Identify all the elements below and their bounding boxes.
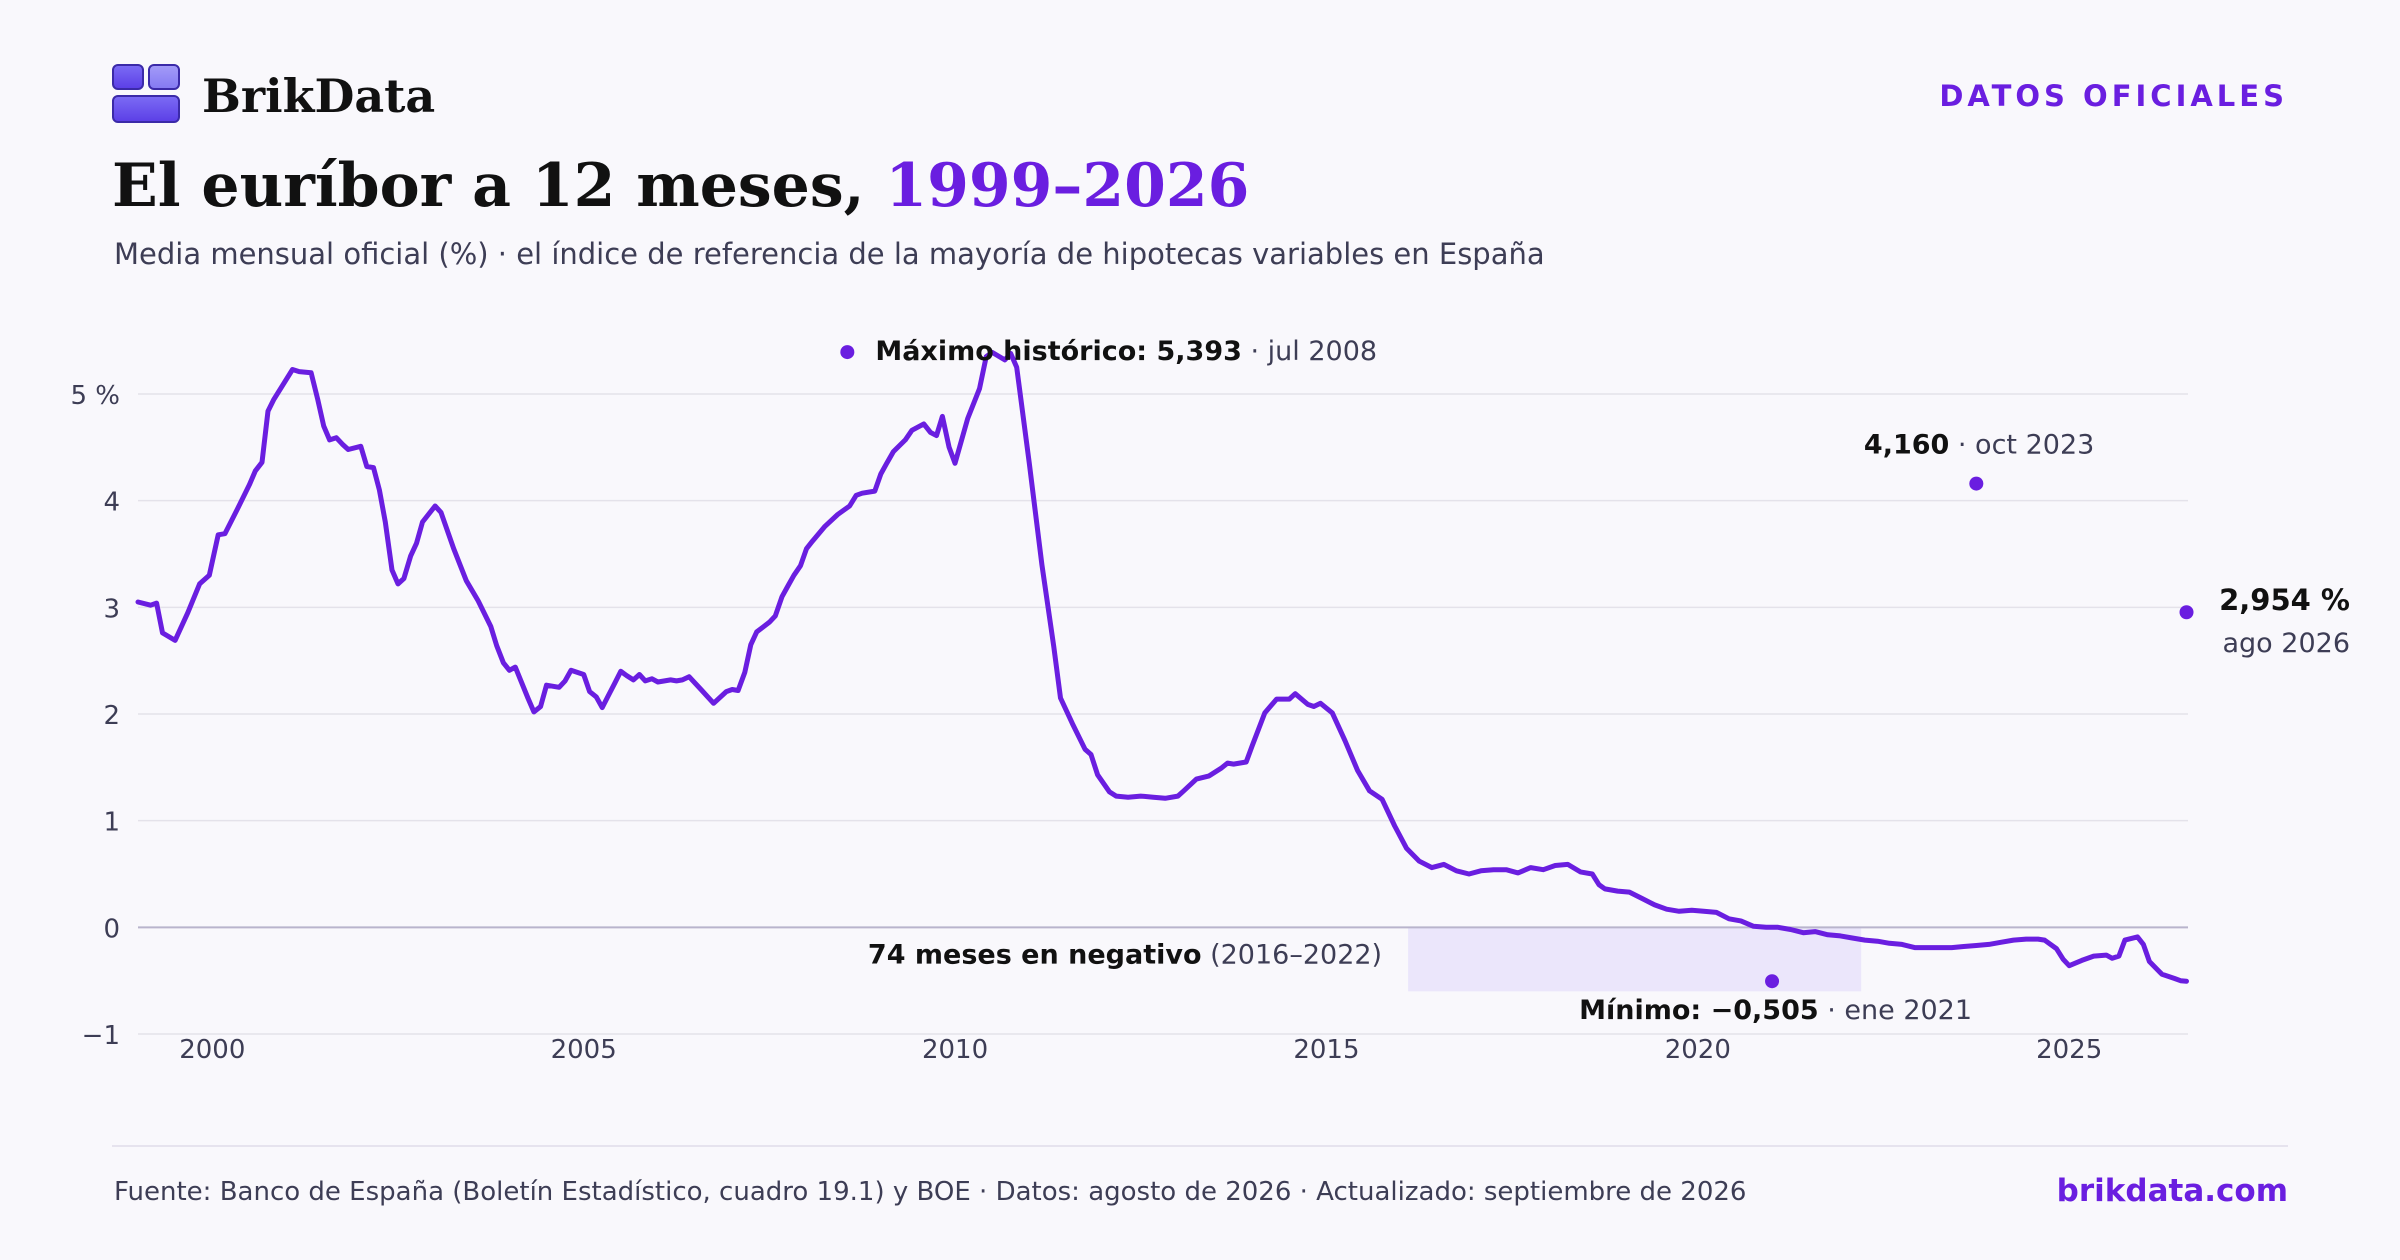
site-link[interactable]: brikdata.com xyxy=(2056,1173,2288,1209)
x-tick-label: 2020 xyxy=(1665,1035,1731,1065)
annotation-layer: Máximo histórico: 5,393 · jul 2008 4,160 … xyxy=(840,336,2350,1026)
x-tick-label: 2015 xyxy=(1293,1035,1359,1065)
title-accent: 1999–2026 xyxy=(885,151,1250,221)
y-tick-label: 2 xyxy=(103,701,120,731)
y-tick-label: 0 xyxy=(103,914,120,944)
series-layer xyxy=(135,349,2189,984)
euribor-series-line xyxy=(135,349,2189,984)
oct2023-marker xyxy=(1969,476,1984,491)
y-tick-label: 5 % xyxy=(70,381,120,411)
footer-divider xyxy=(112,1145,2288,1147)
negative-band-layer xyxy=(1408,927,1862,992)
negative-annotation: 74 meses en negativo (2016–2022) xyxy=(868,939,1382,970)
min-marker xyxy=(1765,974,1780,989)
negative-period-band xyxy=(1408,927,1862,992)
title-main: El euríbor a 12 meses, xyxy=(112,151,865,221)
euribor-line-chart: 5 % 4 3 2 1 0 −1 2000 2005 2010 2015 2020 2025 Máxi… xyxy=(70,336,2350,1065)
x-tick-label: 2025 xyxy=(2036,1035,2102,1065)
y-axis-labels: 5 % 4 3 2 1 0 −1 xyxy=(70,381,120,1051)
x-axis-labels: 2000 2005 2010 2015 2020 2025 xyxy=(179,1035,2102,1065)
max-marker xyxy=(840,345,855,360)
y-tick-label: 1 xyxy=(103,808,120,838)
grid-layer xyxy=(138,393,2188,1035)
header: BrikData DATOS OFICIALES xyxy=(112,64,2288,134)
brikdata-blocks-logo-icon xyxy=(112,64,180,123)
official-data-tag: DATOS OFICIALES xyxy=(1939,79,2288,113)
last-value-annotation: 2,954 % xyxy=(2219,583,2350,617)
y-tick-label: 4 xyxy=(103,488,120,518)
max-annotation: Máximo histórico: 5,393 · jul 2008 xyxy=(875,336,1377,367)
source-note: Fuente: Banco de España (Boletín Estadís… xyxy=(114,1177,1747,1207)
page-title: El euríbor a 12 meses, 1999–2026 xyxy=(112,146,1249,226)
last-date-annotation: ago 2026 xyxy=(2223,628,2351,659)
min-annotation: Mínimo: −0,505 · ene 2021 xyxy=(1579,995,1972,1026)
x-tick-label: 2000 xyxy=(179,1035,245,1065)
y-tick-label: 3 xyxy=(103,594,120,624)
brand-name: BrikData xyxy=(202,69,436,123)
x-tick-label: 2005 xyxy=(551,1035,617,1065)
page-subtitle: Media mensual oficial (%) · el índice de… xyxy=(114,237,1545,271)
y-tick-label: −1 xyxy=(82,1021,120,1051)
x-tick-label: 2010 xyxy=(922,1035,988,1065)
last-marker xyxy=(2179,605,2194,620)
oct2023-annotation: 4,160 · oct 2023 xyxy=(1864,430,2094,461)
